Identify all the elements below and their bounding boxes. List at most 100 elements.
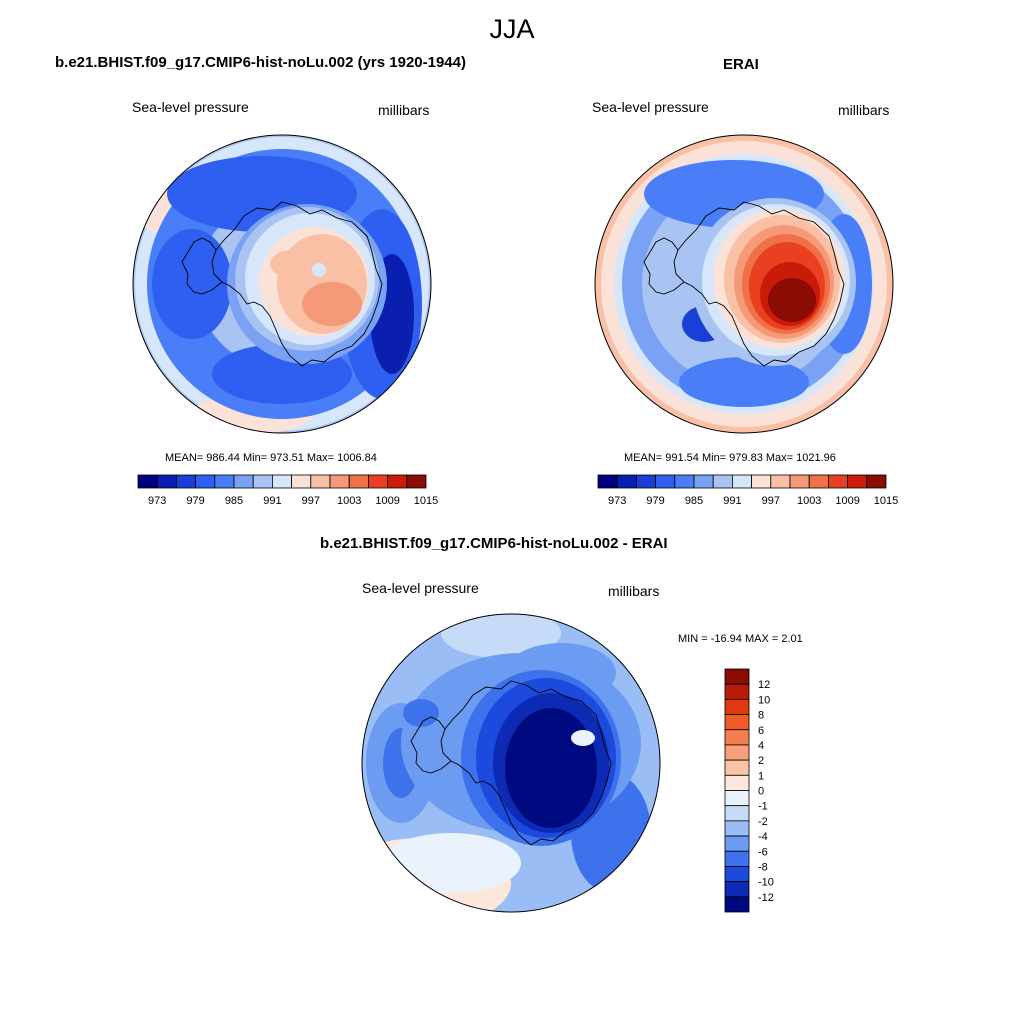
model-colorbar-box — [214, 474, 235, 489]
obs-colorbar-box — [866, 474, 887, 489]
model-colorbar-tick: 1003 — [337, 495, 361, 507]
obs-colorbar-box — [597, 474, 618, 489]
model-units-label: millibars — [378, 102, 430, 118]
diff-colorbar-box — [724, 683, 750, 700]
obs-stats: MEAN= 991.54 Min= 979.83 Max= 1021.96 — [624, 452, 836, 464]
diff-colorbar-tick: 1 — [758, 770, 764, 782]
diff-colorbar-box — [724, 774, 750, 791]
obs-colorbar-box — [693, 474, 714, 489]
diff-contour-region — [441, 614, 561, 658]
obs-polar-map — [594, 134, 894, 434]
diff-colorbar-tick: 12 — [758, 679, 770, 691]
model-field — [133, 135, 431, 433]
diff-panel-title: b.e21.BHIST.f09_g17.CMIP6-hist-noLu.002 … — [320, 535, 668, 552]
model-colorbar-box — [156, 474, 177, 489]
model-colorbar-box — [271, 474, 292, 489]
obs-coastline-peninsula — [643, 237, 685, 295]
model-stats: MEAN= 986.44 Min= 973.51 Max= 1006.84 — [165, 452, 377, 464]
page-title: JJA — [489, 14, 535, 44]
diff-colorbar-tick: -2 — [758, 816, 768, 828]
obs-units-label: millibars — [838, 102, 890, 118]
obs-colorbar-box — [655, 474, 676, 489]
diff-colorbar-box — [724, 866, 750, 883]
diff-colorbar-box — [724, 790, 750, 807]
obs-colorbar-box — [751, 474, 772, 489]
diff-colorbar-tick: -12 — [758, 892, 774, 904]
diff-contour-region — [403, 699, 439, 727]
obs-colorbar-tick: 1003 — [797, 495, 821, 507]
model-colorbar-box — [348, 474, 369, 489]
model-coastline-peninsula — [181, 237, 223, 295]
model-colorbar-tick: 973 — [148, 495, 166, 507]
obs-field — [595, 135, 893, 433]
model-contour-region — [312, 263, 326, 277]
model-colorbar-tick: 985 — [225, 495, 243, 507]
obs-colorbar-tick: 997 — [762, 495, 780, 507]
diff-colorbar-box — [724, 698, 750, 715]
model-variable-label: Sea-level pressure — [132, 99, 249, 115]
model-colorbar-box — [387, 474, 408, 489]
diff-colorbar-box — [724, 896, 750, 913]
model-colorbar-tick: 991 — [263, 495, 281, 507]
obs-colorbar-box — [770, 474, 791, 489]
obs-colorbar-box — [789, 474, 810, 489]
diff-colorbar-tick: -6 — [758, 846, 768, 858]
model-map-border — [132, 134, 432, 434]
obs-contour-ring — [601, 141, 887, 427]
obs-contour-ring — [595, 135, 893, 433]
model-colorbar-tick: 997 — [302, 495, 320, 507]
obs-colorbar: 973 979 985 991 997 1003 1009 1015 — [597, 474, 898, 507]
diff-colorbar-tick: -10 — [758, 877, 774, 889]
model-colorbar-box — [195, 474, 216, 489]
diff-variable-label: Sea-level pressure — [362, 580, 479, 596]
model-contour-region — [302, 282, 362, 326]
obs-contour-region — [679, 357, 809, 407]
model-colorbar-tick: 1009 — [375, 495, 399, 507]
model-panel-title: b.e21.BHIST.f09_g17.CMIP6-hist-noLu.002 … — [55, 54, 466, 71]
diff-colorbar-tick: -8 — [758, 861, 768, 873]
obs-colorbar-box — [847, 474, 868, 489]
diff-colorbar-tick: 4 — [758, 740, 764, 752]
model-contour-region — [270, 250, 314, 278]
model-colorbar-box — [310, 474, 331, 489]
obs-colorbar-box — [674, 474, 695, 489]
obs-colorbar-box — [827, 474, 848, 489]
obs-colorbar-box — [731, 474, 752, 489]
obs-colorbar-tick: 1009 — [835, 495, 859, 507]
diff-colorbar-box — [724, 820, 750, 837]
diff-colorbar-box — [724, 744, 750, 761]
model-colorbar-box — [176, 474, 197, 489]
diff-units-label: millibars — [608, 583, 660, 599]
model-colorbar-box — [137, 474, 158, 489]
diff-colorbar-tick: 6 — [758, 725, 764, 737]
diff-colorbar-tick: -4 — [758, 831, 768, 843]
diff-colorbar-box — [724, 668, 750, 685]
obs-colorbar-box — [636, 474, 657, 489]
diff-colorbar-tick: 0 — [758, 786, 764, 798]
diff-polar-map — [361, 613, 661, 913]
diff-colorbar-box — [724, 881, 750, 898]
diff-colorbar-box — [724, 850, 750, 867]
diff-field — [362, 614, 660, 912]
diff-colorbar-tick: 10 — [758, 694, 770, 706]
model-colorbar-box — [252, 474, 273, 489]
model-polar-map — [132, 134, 432, 434]
obs-colorbar-tick: 991 — [723, 495, 741, 507]
diff-contour-region — [571, 730, 595, 746]
obs-colorbar-box — [712, 474, 733, 489]
diff-colorbar-tick: -1 — [758, 801, 768, 813]
obs-colorbar-tick: 985 — [685, 495, 703, 507]
diff-colorbar-box — [724, 729, 750, 746]
model-contour-region — [152, 229, 232, 339]
obs-contour-region — [768, 278, 816, 322]
obs-colorbar-tick: 979 — [646, 495, 664, 507]
diff-coastline-peninsula — [410, 716, 452, 774]
diff-map-border — [361, 613, 661, 913]
diff-colorbar-box — [724, 759, 750, 776]
model-colorbar-box — [233, 474, 254, 489]
model-colorbar-box — [291, 474, 312, 489]
diff-stats: MIN = -16.94 MAX = 2.01 — [678, 633, 803, 645]
obs-map-border — [594, 134, 894, 434]
diff-colorbar-box — [724, 805, 750, 822]
